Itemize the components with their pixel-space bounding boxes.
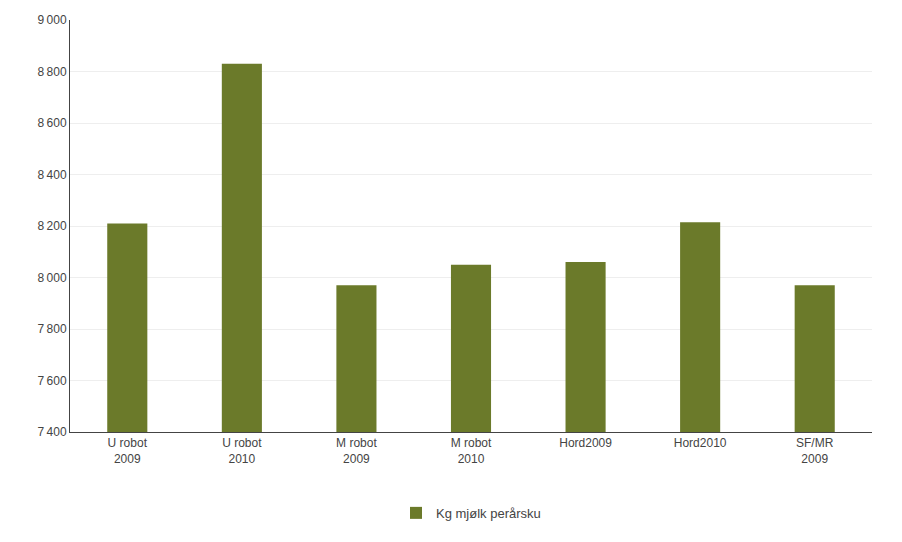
svg-text:U robot2009: U robot2009 bbox=[108, 436, 148, 466]
svg-text:8 800: 8 800 bbox=[37, 65, 66, 79]
svg-text:Hord2009: Hord2009 bbox=[559, 436, 612, 450]
svg-text:SF/MR2009: SF/MR2009 bbox=[796, 436, 834, 466]
svg-text:8 400: 8 400 bbox=[37, 168, 66, 182]
svg-text:Hord2010: Hord2010 bbox=[674, 436, 727, 450]
svg-text:8 200: 8 200 bbox=[37, 219, 66, 233]
svg-text:7 400: 7 400 bbox=[37, 425, 66, 439]
svg-text:M robot2010: M robot2010 bbox=[451, 436, 492, 466]
svg-text:8 000: 8 000 bbox=[37, 271, 66, 285]
svg-text:8 600: 8 600 bbox=[37, 116, 66, 130]
svg-text:Kg mjølk perårsku: Kg mjølk perårsku bbox=[436, 506, 541, 521]
svg-text:9 000: 9 000 bbox=[37, 13, 66, 27]
svg-text:U robot2010: U robot2010 bbox=[222, 436, 262, 466]
svg-text:7 600: 7 600 bbox=[37, 374, 66, 388]
svg-text:7 800: 7 800 bbox=[37, 322, 66, 336]
svg-text:M robot2009: M robot2009 bbox=[336, 436, 377, 466]
